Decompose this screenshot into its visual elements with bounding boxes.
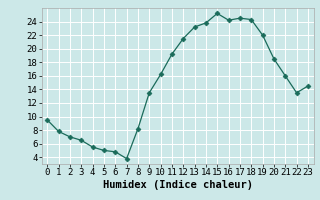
X-axis label: Humidex (Indice chaleur): Humidex (Indice chaleur) <box>103 180 252 190</box>
